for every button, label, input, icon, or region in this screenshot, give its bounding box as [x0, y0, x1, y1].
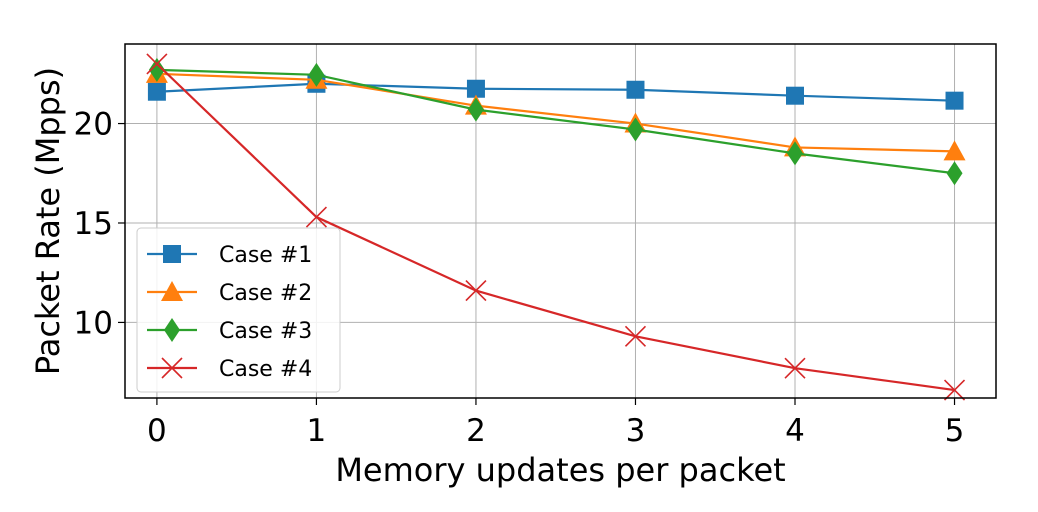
- data-point: [943, 379, 966, 401]
- x-tick-label: 4: [785, 413, 805, 449]
- legend-item: Case #3: [147, 318, 312, 344]
- data-point: [305, 206, 327, 228]
- series-case-3: [148, 57, 963, 186]
- x-tick-label: 2: [466, 413, 486, 449]
- legend: Case #1 Case #2 Case #3 Case #4: [136, 227, 341, 393]
- series-line: [156, 63, 955, 392]
- data-point: [626, 80, 645, 99]
- legend-marker: [161, 357, 183, 379]
- x-marker-stroke: [943, 379, 966, 401]
- x-tick-label: 0: [147, 413, 167, 449]
- data-point: [786, 86, 804, 105]
- data-point: [466, 79, 485, 98]
- data-point: [146, 53, 168, 75]
- x-axis-label: Memory updates per packet: [335, 451, 785, 489]
- series-line: [156, 82, 955, 102]
- data-point: [787, 141, 803, 166]
- series-case-2: [145, 62, 966, 161]
- data-point: [624, 325, 647, 347]
- plot-frame: [124, 43, 997, 399]
- legend-label: Case #1: [219, 243, 312, 268]
- y-tick-label: 10: [74, 305, 113, 341]
- legend-item: Case #4: [147, 357, 312, 382]
- x-marker-stroke: [146, 53, 168, 75]
- data-point: [627, 117, 644, 142]
- legend-label: Case #4: [219, 357, 312, 382]
- series-layer: [145, 53, 966, 401]
- legend-label: Case #3: [219, 319, 312, 344]
- x-marker-stroke: [161, 357, 183, 379]
- series-line: [156, 72, 955, 153]
- legend-marker: [163, 245, 181, 263]
- series-line: [156, 68, 955, 175]
- series-case-4: [146, 53, 966, 401]
- data-point: [147, 82, 166, 101]
- data-point: [946, 161, 963, 186]
- y-tick-label: 15: [74, 206, 113, 242]
- x-marker-stroke: [465, 280, 487, 302]
- x-tick-label: 1: [307, 413, 327, 449]
- legend-box: [136, 227, 341, 393]
- legend-marker: [164, 318, 180, 342]
- data-point: [945, 91, 964, 110]
- x-marker-stroke: [784, 357, 806, 379]
- data-point: [308, 62, 325, 87]
- data-point: [943, 140, 966, 161]
- data-point: [148, 57, 165, 82]
- legend-item: Case #2: [147, 281, 312, 306]
- data-point: [784, 357, 806, 379]
- axis-ticks: 0 1 2 3 4 5 10 15 20: [74, 107, 965, 449]
- data-point: [465, 280, 487, 302]
- x-marker-stroke: [305, 206, 327, 228]
- legend-item: Case #1: [147, 243, 312, 268]
- x-tick-label: 3: [626, 413, 646, 449]
- y-axis-label: Packet Rate (Mpps): [29, 67, 67, 375]
- legend-label: Case #2: [219, 281, 312, 306]
- x-marker-stroke: [624, 325, 647, 347]
- legend-marker: [161, 281, 183, 301]
- x-tick-label: 5: [945, 413, 965, 449]
- data-point: [467, 97, 484, 122]
- series-case-1: [147, 74, 964, 110]
- y-tick-label: 20: [74, 107, 113, 143]
